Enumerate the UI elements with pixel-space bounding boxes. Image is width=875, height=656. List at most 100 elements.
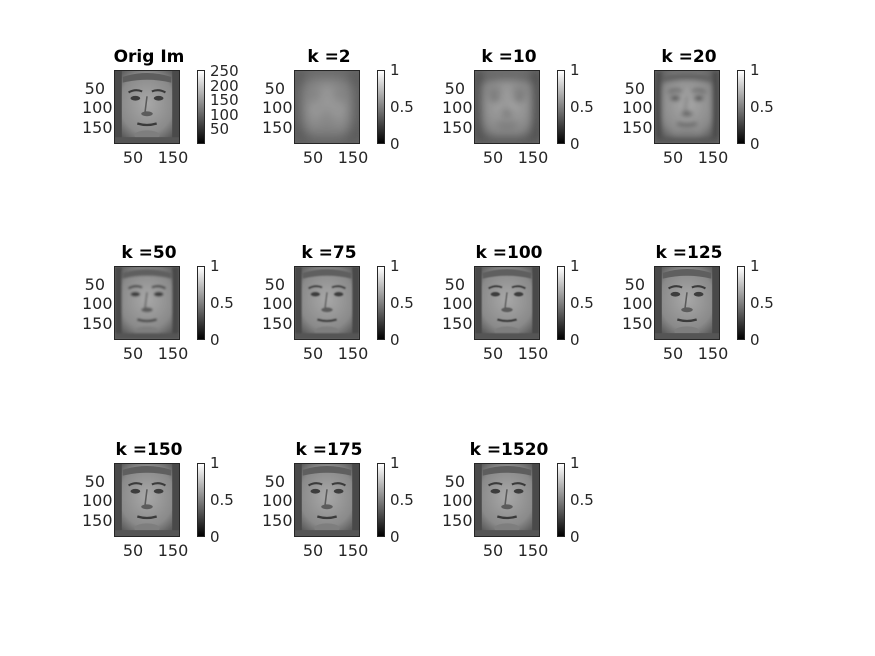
colorbar-tick-label: 1 <box>210 259 220 274</box>
subplot-title: k =20 <box>626 47 752 67</box>
y-tick-label: 50 <box>262 277 285 293</box>
colorbar-tick-label: 0 <box>210 530 220 545</box>
subplot-title: k =175 <box>266 440 392 460</box>
colorbar-tick-label: 0.5 <box>570 493 594 508</box>
image-axes <box>474 266 540 340</box>
colorbar-tick-label: 1 <box>570 259 580 274</box>
y-tick-label: 150 <box>442 120 465 136</box>
face-image <box>655 71 719 143</box>
face-image <box>115 464 179 536</box>
colorbar <box>557 266 565 340</box>
colorbar-tick-label: 0.5 <box>210 493 234 508</box>
y-tick-label: 150 <box>262 120 285 136</box>
x-tick-label: 150 <box>338 150 369 166</box>
colorbar-tick-label: 0.5 <box>210 296 234 311</box>
y-tick-label: 50 <box>82 474 105 490</box>
y-tick-label: 50 <box>622 81 645 97</box>
y-tick-label: 150 <box>262 316 285 332</box>
colorbar-tick-label: 1 <box>210 456 220 471</box>
x-tick-label: 150 <box>158 150 189 166</box>
y-tick-label: 150 <box>262 513 285 529</box>
subplot-panel: k =175 50 100 150 <box>266 450 441 580</box>
subplot-panel: k =20 50 100 150 5 <box>626 57 801 187</box>
subplot-title: k =10 <box>446 47 572 67</box>
subplot-panel: k =100 50 100 150 <box>446 253 621 383</box>
subplot-panel: k =75 50 100 150 5 <box>266 253 441 383</box>
x-tick-label: 50 <box>123 346 143 362</box>
subplot-panel: k =2 50 100 150 50 <box>266 57 441 187</box>
x-tick-label: 150 <box>158 543 189 559</box>
image-axes <box>114 463 180 537</box>
colorbar-tick-label: 0 <box>390 530 400 545</box>
image-axes <box>294 266 360 340</box>
y-tick-label: 50 <box>442 474 465 490</box>
subplot-panel: k =150 50 100 150 <box>86 450 261 580</box>
y-tick-label: 100 <box>442 493 465 509</box>
y-tick-label: 50 <box>442 81 465 97</box>
x-tick-label: 150 <box>158 346 189 362</box>
colorbar <box>737 70 745 144</box>
subplot-panel: k =10 50 100 150 5 <box>446 57 621 187</box>
colorbar <box>377 463 385 537</box>
y-tick-label: 100 <box>82 296 105 312</box>
subplot-panel: k =125 50 100 150 <box>626 253 801 383</box>
y-tick-label: 150 <box>442 513 465 529</box>
colorbar-tick-label: 0 <box>750 333 760 348</box>
face-image <box>475 71 539 143</box>
x-tick-label: 50 <box>123 150 143 166</box>
x-tick-label: 150 <box>518 346 549 362</box>
colorbar-tick-label: 0 <box>570 333 580 348</box>
subplot-title: k =150 <box>86 440 212 460</box>
y-tick-label: 50 <box>262 81 285 97</box>
y-tick-label: 150 <box>622 120 645 136</box>
subplot-title: k =100 <box>446 243 572 263</box>
face-image <box>295 267 359 339</box>
subplot-title: k =50 <box>86 243 212 263</box>
colorbar <box>377 266 385 340</box>
colorbar-tick-label: 50 <box>210 122 229 137</box>
y-tick-label: 50 <box>82 277 105 293</box>
subplot-title: k =2 <box>266 47 392 67</box>
subplot-title: k =125 <box>626 243 752 263</box>
face-image <box>295 71 359 143</box>
y-tick-label: 100 <box>262 100 285 116</box>
image-axes <box>474 463 540 537</box>
face-image <box>115 267 179 339</box>
colorbar-tick-label: 0 <box>390 137 400 152</box>
colorbar-tick-label: 0.5 <box>390 296 414 311</box>
x-tick-label: 50 <box>483 543 503 559</box>
colorbar <box>557 70 565 144</box>
colorbar-tick-label: 1 <box>750 259 760 274</box>
y-tick-label: 150 <box>82 316 105 332</box>
subplot-panel: k =50 50 100 150 5 <box>86 253 261 383</box>
x-tick-label: 150 <box>338 346 369 362</box>
x-tick-label: 150 <box>698 346 729 362</box>
colorbar-tick-label: 0.5 <box>750 296 774 311</box>
y-tick-label: 100 <box>262 493 285 509</box>
colorbar <box>197 463 205 537</box>
x-tick-label: 50 <box>663 150 683 166</box>
y-tick-label: 100 <box>262 296 285 312</box>
y-tick-label: 100 <box>82 493 105 509</box>
subplot-title: k =1520 <box>446 440 572 460</box>
colorbar-tick-label: 1 <box>570 456 580 471</box>
x-tick-label: 150 <box>518 150 549 166</box>
y-tick-label: 50 <box>622 277 645 293</box>
colorbar-tick-label: 1 <box>390 456 400 471</box>
subplot-panel: k =1520 50 100 15 <box>446 450 621 580</box>
face-image <box>475 267 539 339</box>
y-tick-label: 50 <box>262 474 285 490</box>
colorbar-tick-label: 1 <box>390 63 400 78</box>
image-axes <box>474 70 540 144</box>
colorbar-tick-label: 0.5 <box>390 493 414 508</box>
face-image <box>475 464 539 536</box>
colorbar-tick-label: 0 <box>750 137 760 152</box>
subplot-title: k =75 <box>266 243 392 263</box>
y-tick-label: 150 <box>442 316 465 332</box>
face-image <box>115 71 179 143</box>
face-image <box>655 267 719 339</box>
y-tick-label: 150 <box>622 316 645 332</box>
colorbar-tick-label: 0.5 <box>570 296 594 311</box>
x-tick-label: 50 <box>483 150 503 166</box>
colorbar-tick-label: 1 <box>570 63 580 78</box>
